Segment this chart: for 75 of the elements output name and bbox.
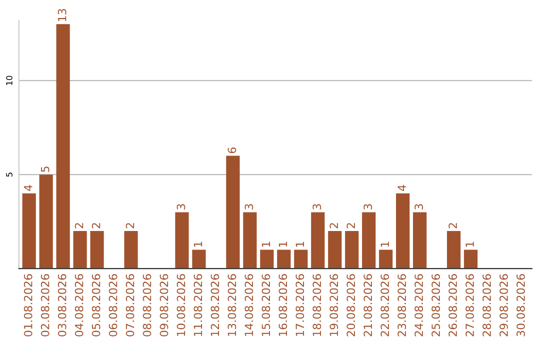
data-label: 3 xyxy=(244,204,254,210)
x-tick-label: 23.08.2026 xyxy=(398,274,406,336)
data-label: 1 xyxy=(194,242,202,247)
x-tick-label: 28.08.2026 xyxy=(482,274,491,336)
data-label: 2 xyxy=(330,223,338,228)
bar xyxy=(446,230,461,269)
x-tick-label: 26.08.2026 xyxy=(448,274,457,336)
data-label: 3 xyxy=(312,204,322,210)
data-label: 6 xyxy=(228,148,236,154)
x-tick-label: 22.08.2026 xyxy=(380,274,390,336)
bar xyxy=(56,24,70,269)
data-label: 3 xyxy=(414,204,424,210)
x-tick-label: 19.08.2026 xyxy=(330,274,338,336)
bar xyxy=(73,230,87,269)
x-tick-label: 18.08.2026 xyxy=(312,274,322,336)
x-tick-label: 25.08.2026 xyxy=(432,274,440,336)
x-tick-label: 14.08.2026 xyxy=(244,274,254,336)
x-tick-label: 09.08.2026 xyxy=(160,274,168,336)
bar xyxy=(226,156,240,269)
x-tick-label: 05.08.2026 xyxy=(92,274,100,336)
x-tick-label: 27.08.2026 xyxy=(466,274,474,336)
bar xyxy=(90,230,104,269)
x-tick-label: 06.08.2026 xyxy=(108,274,118,336)
bar xyxy=(192,250,206,269)
x-tick-label: 15.08.2026 xyxy=(262,274,270,336)
data-label: 2 xyxy=(346,223,355,228)
bar xyxy=(22,193,36,269)
y-tick-label: 10 xyxy=(6,76,12,85)
data-label: 3 xyxy=(176,204,186,210)
x-tick-label: 17.08.2026 xyxy=(296,274,304,336)
x-tick-label: 10.08.2026 xyxy=(176,274,186,336)
data-label: 4 xyxy=(398,185,406,191)
data-label: 1 xyxy=(296,242,304,247)
x-tick-label: 21.08.2026 xyxy=(364,274,372,336)
x-tick-label: 16.08.2026 xyxy=(278,274,288,336)
x-tick-label: 02.08.2026 xyxy=(40,274,50,336)
data-label: 3 xyxy=(364,204,372,210)
x-tick-label: 20.08.2026 xyxy=(346,274,356,336)
x-tick-label: 03.08.2026 xyxy=(58,274,66,336)
bar xyxy=(412,212,427,269)
bar xyxy=(243,212,257,269)
bar xyxy=(39,174,53,269)
x-tick-label: 29.08.2026 xyxy=(500,274,508,336)
x-tick-label: 30.08.2026 xyxy=(516,274,525,336)
x-tick-label: 24.08.2026 xyxy=(414,274,424,336)
bar xyxy=(277,250,291,269)
data-label: 1 xyxy=(466,242,474,247)
data-label: 2 xyxy=(126,223,134,228)
x-tick-label: 11.08.2026 xyxy=(194,274,202,336)
x-tick-label: 08.08.2026 xyxy=(142,274,152,336)
bar xyxy=(175,212,189,269)
data-label: 1 xyxy=(380,242,389,247)
bar xyxy=(362,212,376,269)
x-tick-label: 01.08.2026 xyxy=(24,274,32,336)
bar xyxy=(396,193,410,269)
bar xyxy=(260,250,274,269)
bar xyxy=(379,250,393,269)
data-label: 2 xyxy=(448,223,457,228)
x-tick-label: 04.08.2026 xyxy=(74,274,84,336)
bar xyxy=(464,250,478,269)
bar xyxy=(328,230,342,269)
x-tick-label: 12.08.2026 xyxy=(210,274,220,336)
data-label: 4 xyxy=(24,185,32,191)
bar xyxy=(294,250,308,269)
data-label: 13 xyxy=(58,9,66,22)
bar xyxy=(124,230,138,269)
bar xyxy=(311,212,325,269)
bar xyxy=(345,230,359,269)
x-tick-label: 07.08.2026 xyxy=(126,274,134,336)
x-tick-label: 13.08.2026 xyxy=(228,274,236,336)
data-label: 2 xyxy=(74,223,84,228)
data-label: 5 xyxy=(41,166,50,172)
data-label: 2 xyxy=(92,223,100,228)
data-label: 1 xyxy=(278,242,287,247)
data-label: 1 xyxy=(262,242,270,247)
